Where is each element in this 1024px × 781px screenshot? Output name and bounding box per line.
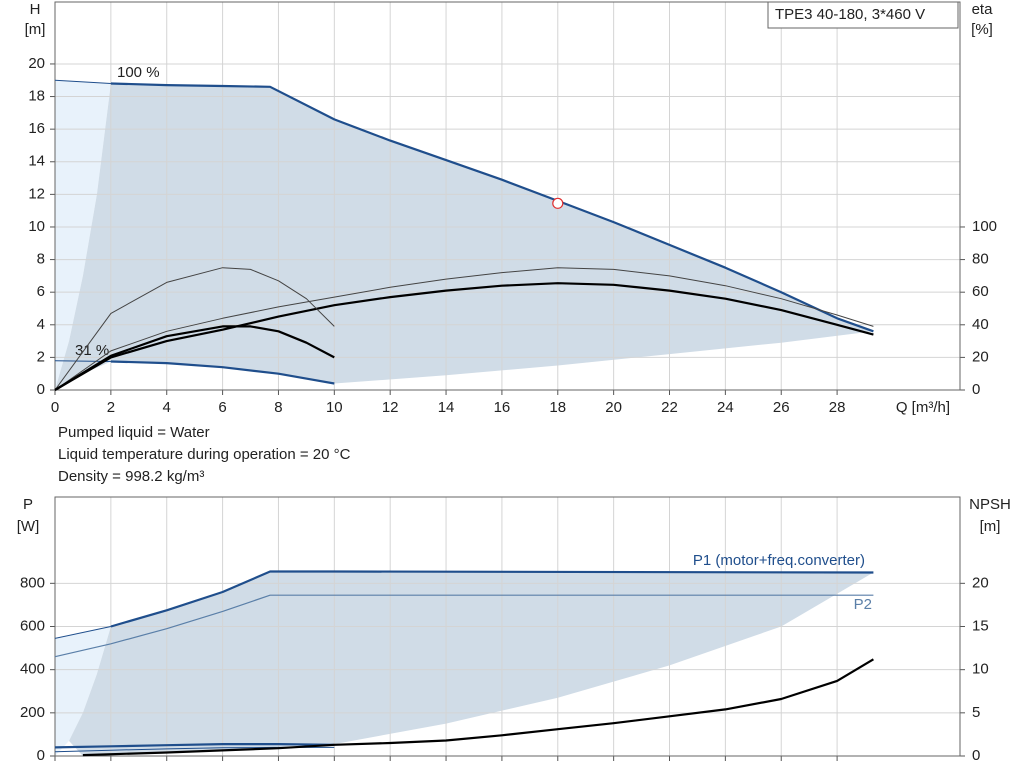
y2-tick-label: 100 bbox=[972, 218, 997, 235]
x-tick-label: 14 bbox=[438, 399, 455, 416]
curve bbox=[54, 267, 874, 391]
y2-tick-label: 80 bbox=[972, 251, 989, 268]
curve-label: P2 bbox=[854, 596, 872, 613]
y-tick-label: 6 bbox=[37, 283, 45, 300]
model-label: TPE3 40-180, 3*460 V bbox=[775, 6, 925, 23]
model-box bbox=[767, 1, 959, 29]
y-tick-label: 20 bbox=[28, 55, 45, 72]
curve bbox=[82, 658, 874, 757]
y-tick-label: 12 bbox=[28, 185, 45, 202]
y2-axis-label: eta bbox=[972, 1, 994, 18]
operating-area bbox=[55, 80, 111, 391]
y-axis-label: H bbox=[30, 1, 41, 18]
operating-area bbox=[55, 626, 111, 756]
operating-area bbox=[55, 83, 874, 390]
x-tick-label: 12 bbox=[382, 399, 399, 416]
y-tick-label: 400 bbox=[20, 661, 45, 678]
x-tick-label: 20 bbox=[605, 399, 622, 416]
y-tick-label: 8 bbox=[37, 251, 45, 268]
y2-tick-label: 15 bbox=[972, 617, 989, 634]
x-tick-label: 26 bbox=[773, 399, 790, 416]
x-tick-label: 16 bbox=[494, 399, 511, 416]
curve bbox=[54, 267, 335, 391]
note: Density = 998.2 kg/m³ bbox=[58, 468, 204, 485]
y-axis-label: P bbox=[23, 496, 33, 513]
curve bbox=[54, 282, 874, 391]
y-tick-label: 0 bbox=[37, 381, 45, 398]
curve bbox=[110, 570, 874, 628]
curve bbox=[54, 594, 874, 658]
curve bbox=[54, 743, 335, 749]
y2-tick-label: 40 bbox=[972, 316, 989, 333]
y2-axis-unit: [m] bbox=[980, 518, 1001, 535]
y2-tick-label: 60 bbox=[972, 283, 989, 300]
operating-point bbox=[552, 197, 564, 209]
x-tick-label: 8 bbox=[274, 399, 282, 416]
x-tick-label: 24 bbox=[717, 399, 734, 416]
curve bbox=[54, 325, 335, 391]
plot-border bbox=[54, 496, 961, 757]
curve-label: P1 (motor+freq.converter) bbox=[693, 552, 865, 569]
y2-axis-unit: [%] bbox=[971, 21, 993, 38]
y-tick-label: 2 bbox=[37, 348, 45, 365]
x-tick-label: 4 bbox=[163, 399, 171, 416]
x-axis-label: Q [m³/h] bbox=[896, 399, 950, 416]
y-axis-unit: [W] bbox=[17, 518, 40, 535]
y-tick-label: 14 bbox=[28, 153, 45, 170]
y-tick-label: 200 bbox=[20, 704, 45, 721]
plot-border bbox=[54, 1, 961, 391]
operating-area bbox=[69, 571, 874, 756]
curve bbox=[54, 626, 112, 639]
y2-tick-label: 0 bbox=[972, 381, 980, 398]
y2-tick-label: 5 bbox=[972, 704, 980, 721]
x-tick-label: 10 bbox=[326, 399, 343, 416]
curve-label: 31 % bbox=[75, 342, 109, 359]
y2-tick-label: 10 bbox=[972, 661, 989, 678]
y-tick-label: 16 bbox=[28, 120, 45, 137]
x-tick-label: 0 bbox=[51, 399, 59, 416]
curve bbox=[54, 79, 111, 84]
y2-axis-label: NPSH bbox=[969, 496, 1011, 513]
x-tick-label: 18 bbox=[549, 399, 566, 416]
y-tick-label: 600 bbox=[20, 617, 45, 634]
y-tick-label: 0 bbox=[37, 747, 45, 764]
note: Pumped liquid = Water bbox=[58, 424, 210, 441]
y-tick-label: 18 bbox=[28, 88, 45, 105]
note: Liquid temperature during operation = 20… bbox=[58, 446, 351, 463]
y2-tick-label: 0 bbox=[972, 747, 980, 764]
curve bbox=[110, 82, 874, 333]
curve-label: 100 % bbox=[117, 64, 160, 81]
y-tick-label: 10 bbox=[28, 218, 45, 235]
y-tick-label: 4 bbox=[37, 316, 45, 333]
x-tick-label: 22 bbox=[661, 399, 678, 416]
x-tick-label: 28 bbox=[829, 399, 846, 416]
curve bbox=[110, 360, 335, 385]
y-tick-label: 800 bbox=[20, 574, 45, 591]
y2-tick-label: 20 bbox=[972, 574, 989, 591]
x-tick-label: 6 bbox=[218, 399, 226, 416]
x-tick-label: 2 bbox=[107, 399, 115, 416]
y-axis-unit: [m] bbox=[25, 21, 46, 38]
y2-tick-label: 20 bbox=[972, 348, 989, 365]
